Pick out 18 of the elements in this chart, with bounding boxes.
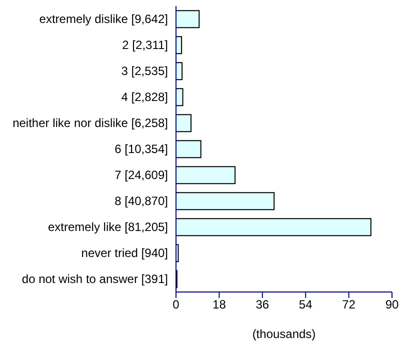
x-tick-label: 18 bbox=[212, 298, 226, 312]
y-tick-label: 6 [10,354] bbox=[114, 142, 168, 156]
y-tick-label: 2 [2,311] bbox=[122, 38, 168, 52]
y-tick-label: extremely dislike [9,642] bbox=[39, 12, 168, 26]
y-tick-label: 3 [2,535] bbox=[121, 64, 168, 78]
y-tick-label: extremely like [81,205] bbox=[48, 220, 168, 234]
x-tick-label: 72 bbox=[342, 298, 356, 312]
y-tick-label: 7 [24,609] bbox=[114, 168, 168, 182]
x-tick-label: 90 bbox=[385, 298, 399, 312]
y-tick-label: 8 [40,870] bbox=[114, 194, 168, 208]
x-tick-label: 54 bbox=[298, 298, 313, 312]
y-tick-label: never tried [940] bbox=[81, 246, 168, 260]
x-tick-label: 36 bbox=[256, 298, 270, 312]
x-axis-title: (thousands) bbox=[252, 327, 316, 341]
x-tick-label: 0 bbox=[172, 298, 180, 312]
y-tick-label: 4 [2,828] bbox=[121, 90, 168, 104]
y-tick-label: do not wish to answer [391] bbox=[22, 272, 168, 286]
y-tick-label: neither like nor dislike [6,258] bbox=[12, 116, 168, 130]
